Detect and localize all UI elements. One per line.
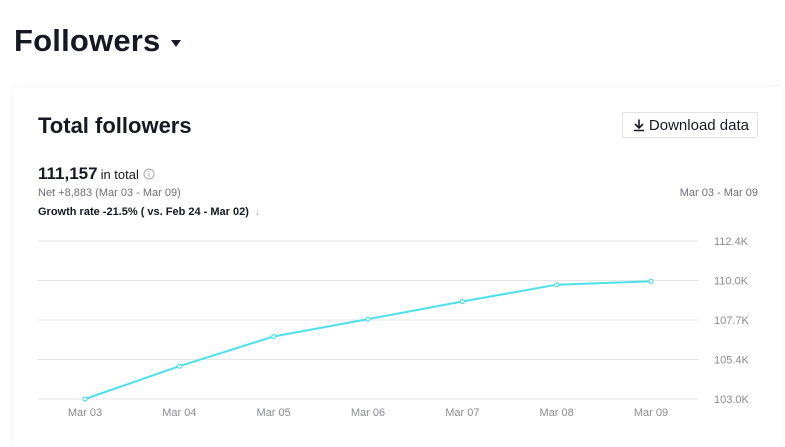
data-point — [176, 363, 182, 369]
info-icon[interactable] — [143, 168, 155, 180]
total-followers-card: Total followers Download data 111,157 in… — [14, 87, 782, 447]
arrow-down-icon: ↓ — [254, 206, 260, 218]
card-title: Total followers — [38, 113, 192, 138]
y-tick-label: 112.4K — [714, 236, 749, 248]
series-line — [84, 280, 652, 400]
download-icon — [633, 118, 645, 131]
x-tick-label: Mar 04 — [162, 407, 196, 419]
caret-down-icon[interactable] — [170, 39, 181, 47]
x-tick-label: Mar 07 — [445, 407, 479, 419]
data-point — [459, 298, 465, 305]
date-range-text: Mar 03 - Mar 09 — [679, 187, 758, 199]
total-followers-value: 111,157 — [38, 164, 98, 183]
data-point — [554, 282, 560, 288]
y-tick-label: 107.7K — [714, 315, 750, 327]
y-tick-label: 105.4K — [714, 355, 750, 367]
download-data-button[interactable]: Download data — [621, 112, 758, 138]
page-title: Followers — [14, 23, 161, 58]
x-tick-label: Mar 08 — [540, 407, 574, 419]
data-point — [82, 396, 88, 402]
followers-line-chart: 112.4K 110.0K 107.7K 105.4K 103.0K Mar 03 Mar … — [38, 236, 750, 419]
page-header: Followers — [14, 22, 181, 60]
download-data-label: Download data — [648, 116, 749, 134]
x-tick-label: Mar 05 — [257, 407, 291, 419]
net-change-text: Net +8,883 (Mar 03 - Mar 09) — [38, 187, 181, 199]
total-row: 111,157 in total — [38, 164, 155, 184]
total-suffix: in total — [100, 167, 139, 182]
growth-rate-row: Growth rate -21.5% ( vs. Feb 24 - Mar 02… — [38, 206, 260, 218]
x-tick-label: Mar 09 — [634, 407, 668, 419]
y-tick-label: 103.0K — [714, 394, 750, 406]
growth-rate-text: Growth rate -21.5% ( vs. Feb 24 - Mar 02… — [38, 206, 249, 218]
x-tick-label: Mar 06 — [351, 407, 385, 419]
y-tick-label: 110.0K — [714, 276, 749, 288]
data-point — [648, 278, 654, 284]
data-point — [271, 333, 277, 340]
x-tick-label: Mar 03 — [68, 407, 102, 419]
data-point — [365, 316, 371, 322]
